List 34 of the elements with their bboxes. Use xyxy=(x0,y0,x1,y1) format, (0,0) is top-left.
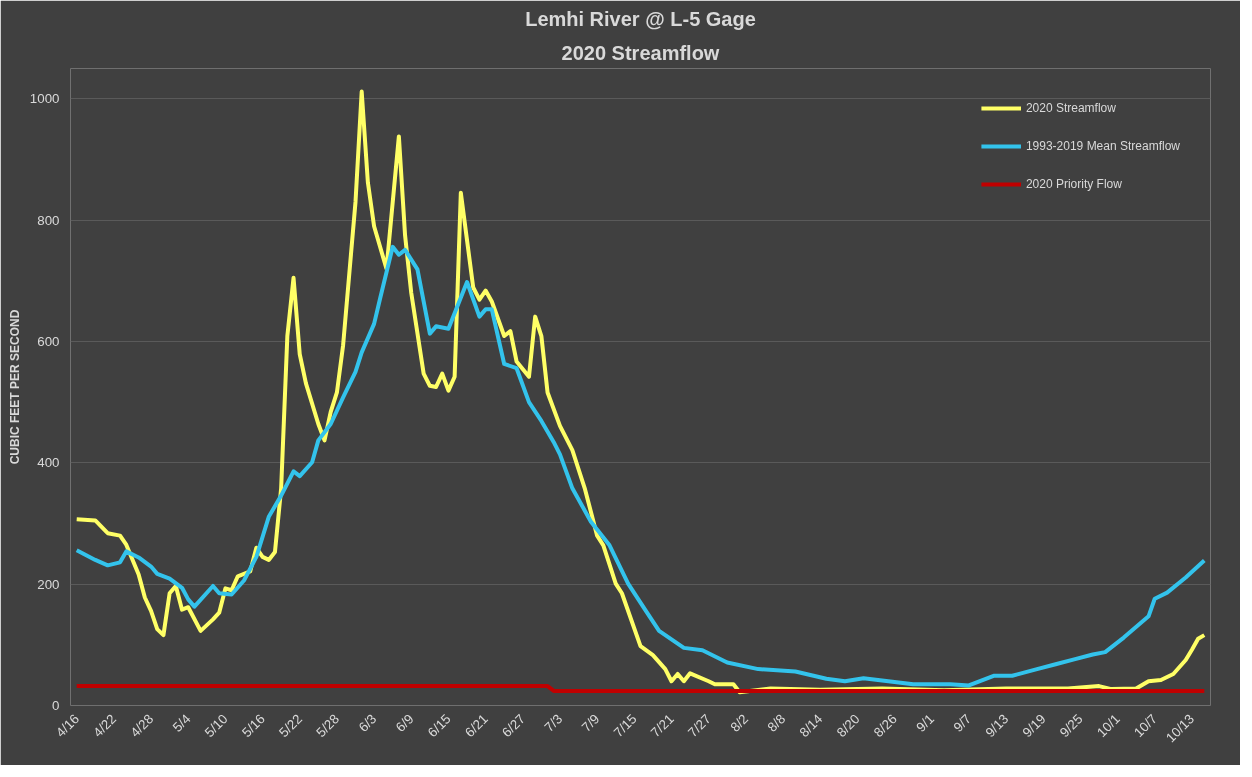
chart-subtitle: 2020 Streamflow xyxy=(561,41,720,64)
y-tick-label: 600 xyxy=(37,334,60,349)
legend-label: 2020 Priority Flow xyxy=(1025,177,1122,191)
x-tick-label: 4/16 xyxy=(53,711,83,741)
chart-title: Lemhi River @ L-5 Gage xyxy=(525,7,756,30)
x-tick-label: 7/15 xyxy=(610,711,640,741)
x-tick-label: 8/20 xyxy=(833,711,863,741)
x-tick-label: 7/3 xyxy=(541,711,566,735)
y-axis-title: CUBIC FEET PER SECOND xyxy=(7,309,22,465)
x-tick-label: 4/28 xyxy=(127,711,157,741)
line-series xyxy=(74,244,1207,688)
x-tick-label: 6/9 xyxy=(392,711,417,735)
x-tick-label: 6/21 xyxy=(461,711,491,741)
x-tick-label: 7/9 xyxy=(578,711,603,735)
x-tick-label: 10/1 xyxy=(1093,711,1123,741)
x-tick-label: 9/19 xyxy=(1019,711,1049,741)
x-tick-label: 9/7 xyxy=(950,711,975,735)
y-tick-label: 400 xyxy=(37,455,60,471)
x-tick-label: 5/4 xyxy=(169,710,194,735)
legend-label: 1993-2019 Mean Streamflow xyxy=(1025,139,1180,153)
y-tick-label: 0 xyxy=(52,698,60,713)
x-tick-label: 7/21 xyxy=(647,711,677,741)
x-tick-label: 6/3 xyxy=(355,711,380,735)
y-tick-label: 200 xyxy=(37,576,60,592)
y-tick-label: 800 xyxy=(37,212,60,228)
legend-label: 2020 Streamflow xyxy=(1025,101,1116,115)
y-tick-label: 1000 xyxy=(29,91,60,107)
line-series xyxy=(74,89,1207,695)
x-tick-label: 4/22 xyxy=(90,711,120,741)
x-tick-label: 9/1 xyxy=(913,711,937,735)
x-tick-label: 7/27 xyxy=(685,711,714,741)
x-tick-label: 8/2 xyxy=(727,711,752,735)
x-tick-label: 5/10 xyxy=(201,711,231,741)
x-tick-label: 8/8 xyxy=(764,711,789,735)
